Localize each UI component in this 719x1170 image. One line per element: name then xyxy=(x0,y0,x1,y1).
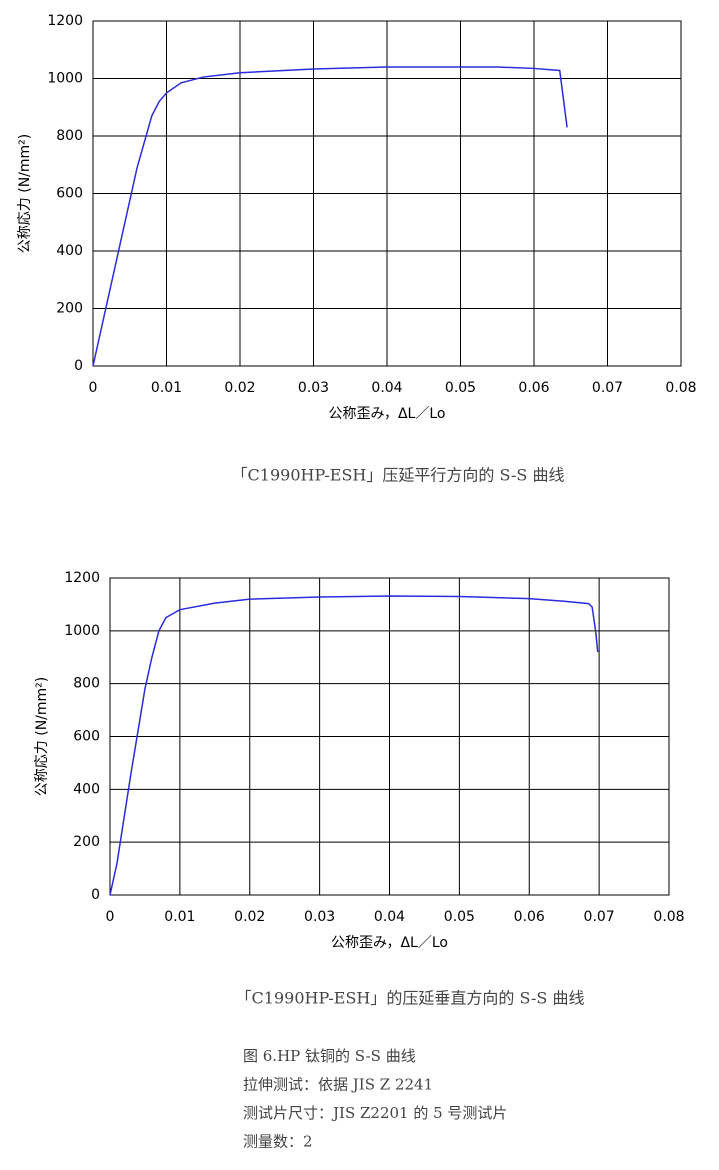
data-line xyxy=(109,595,599,896)
x-tick-label: 0.08 xyxy=(653,909,684,925)
x-tick-label: 0.01 xyxy=(151,380,182,396)
x-tick-label: 0.01 xyxy=(164,909,195,925)
x-axis-label: 公称歪み，ΔL／Lo xyxy=(329,406,446,422)
y-tick-label: 400 xyxy=(73,781,100,797)
x-tick-label: 0.03 xyxy=(298,380,329,396)
x-tick-label: 0.06 xyxy=(518,380,549,396)
y-tick-label: 200 xyxy=(56,301,83,317)
y-tick-label: 0 xyxy=(74,358,83,374)
x-tick-label: 0.06 xyxy=(514,909,545,925)
y-tick-label: 1200 xyxy=(47,13,83,29)
y-tick-label: 600 xyxy=(56,186,83,202)
y-tick-label: 400 xyxy=(56,243,83,259)
y-tick-label: 1200 xyxy=(64,570,100,586)
y-tick-label: 200 xyxy=(73,834,100,850)
y-tick-label: 800 xyxy=(73,676,100,692)
y-axis-label: 公称応力 (N/mm²) xyxy=(34,677,50,796)
data-line xyxy=(92,66,568,367)
y-axis-label: 公称応力 (N/mm²) xyxy=(17,134,33,253)
chart-caption: 「C1990HP-ESH」的压延垂直方向的 S-S 曲线 xyxy=(236,989,585,1008)
y-tick-label: 600 xyxy=(73,729,100,745)
figure-note: 测试片尺寸：JIS Z2201 的 5 号测试片 xyxy=(243,1104,507,1122)
figure-note: 拉伸测试：依据 JIS Z 2241 xyxy=(243,1076,433,1094)
x-tick-label: 0.07 xyxy=(584,909,615,925)
x-tick-label: 0.05 xyxy=(445,380,476,396)
x-axis-label: 公称歪み，ΔL／Lo xyxy=(331,935,448,951)
x-tick-label: 0.02 xyxy=(234,909,265,925)
y-tick-label: 1000 xyxy=(47,71,83,87)
x-tick-label: 0.04 xyxy=(371,380,402,396)
chart-caption: 「C1990HP-ESH」压延平行方向的 S-S 曲线 xyxy=(232,466,565,485)
x-tick-label: 0.07 xyxy=(592,380,623,396)
x-tick-label: 0.04 xyxy=(374,909,405,925)
x-tick-label: 0 xyxy=(106,909,115,925)
y-tick-label: 1000 xyxy=(64,623,100,639)
x-tick-label: 0.03 xyxy=(304,909,335,925)
x-tick-label: 0.08 xyxy=(665,380,696,396)
x-tick-label: 0 xyxy=(89,380,98,396)
x-tick-label: 0.02 xyxy=(224,380,255,396)
figure-note: 测量数：2 xyxy=(243,1133,313,1151)
y-tick-label: 0 xyxy=(91,887,100,903)
x-tick-label: 0.05 xyxy=(444,909,475,925)
figure-note: 图 6.HP 钛铜的 S-S 曲线 xyxy=(243,1047,416,1065)
y-tick-label: 800 xyxy=(56,128,83,144)
